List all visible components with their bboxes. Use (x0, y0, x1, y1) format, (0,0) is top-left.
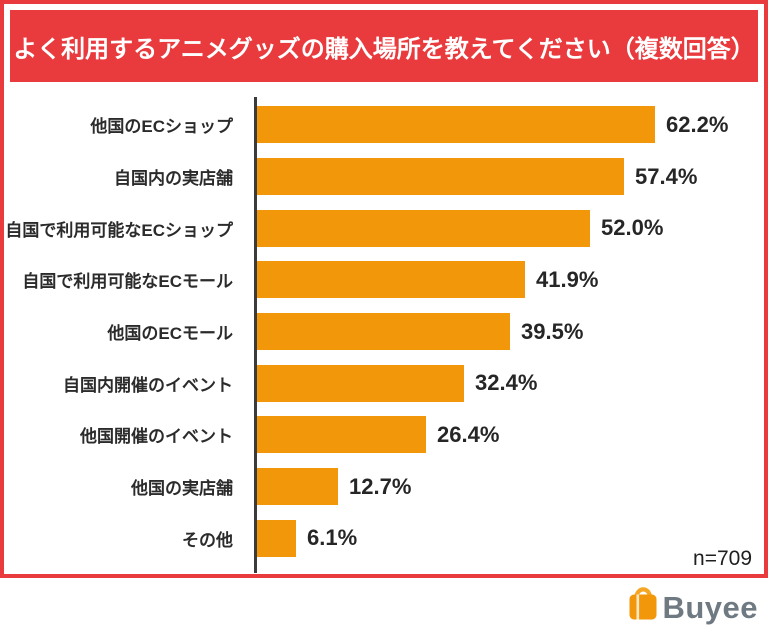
bar-row: その他 6.1% (4, 513, 764, 565)
category-label: 自国で利用可能なECショップ (5, 220, 233, 240)
category-label: 他国のECモール (107, 324, 233, 344)
buyee-logo: Buyee (627, 583, 758, 625)
category-label: 他国の実店舗 (131, 479, 233, 499)
bar-row: 他国の実店舗 12.7% (4, 461, 764, 513)
bar-row: 他国開催のイベント 26.4% (4, 409, 764, 461)
chart-title-banner: よく利用するアニメグッズの購入場所を教えてください（複数回答） (10, 10, 758, 82)
bar (257, 364, 464, 402)
value-label: 32.4% (475, 370, 538, 396)
bar (257, 313, 510, 351)
category-label: 自国で利用可能なECモール (22, 272, 233, 292)
category-label: 自国内開催のイベント (63, 375, 233, 395)
value-label: 26.4% (437, 421, 500, 447)
bar-track: 26.4% (245, 409, 499, 461)
category-label: 自国内の実店舗 (114, 169, 233, 189)
bar-row: 自国で利用可能なECショップ 52.0% (4, 202, 764, 254)
bar-track: 41.9% (245, 254, 598, 306)
value-label: 12.7% (349, 473, 412, 499)
category-label: その他 (182, 530, 233, 550)
bar-chart: 他国のECショップ 62.2% 自国内の実店舗 57.4% 自国で利用可能なECショップ… (4, 92, 764, 573)
bar-row: 自国内開催のイベント 32.4% (4, 357, 764, 409)
bar-track: 52.0% (245, 202, 663, 254)
value-label: 6.1% (307, 525, 358, 551)
bar (257, 468, 338, 506)
bar-row: 自国で利用可能なECモール 41.9% (4, 254, 764, 306)
bar (257, 158, 624, 196)
bar (257, 106, 655, 144)
bar-row: 他国のECモール 39.5% (4, 306, 764, 358)
bar-track: 6.1% (245, 513, 357, 565)
bar-track: 32.4% (245, 357, 537, 409)
bar-track: 62.2% (245, 99, 728, 151)
y-axis-line (254, 97, 257, 573)
bar-track: 12.7% (245, 461, 411, 513)
bar-track: 57.4% (245, 151, 697, 203)
chart-title: よく利用するアニメグッズの購入場所を教えてください（複数回答） (13, 35, 755, 63)
bar-track: 39.5% (245, 306, 583, 358)
value-label: 41.9% (536, 266, 599, 292)
bar (257, 261, 525, 299)
logo-text: Buyee (662, 590, 758, 625)
bar (257, 519, 296, 557)
category-label: 他国のECショップ (90, 117, 233, 137)
bar-row: 他国のECショップ 62.2% (4, 99, 764, 151)
gift-bag-icon (627, 583, 659, 625)
value-label: 62.2% (666, 111, 729, 137)
bar-rows: 他国のECショップ 62.2% 自国内の実店舗 57.4% 自国で利用可能なECショップ… (4, 99, 764, 564)
sample-size-label: n=709 (693, 547, 752, 570)
value-label: 57.4% (635, 163, 698, 189)
bar-row: 自国内の実店舗 57.4% (4, 151, 764, 203)
bar (257, 416, 426, 454)
value-label: 52.0% (601, 215, 664, 241)
category-label: 他国開催のイベント (80, 427, 233, 447)
value-label: 39.5% (521, 318, 584, 344)
chart-panel: よく利用するアニメグッズの購入場所を教えてください（複数回答） 他国のECショッ… (0, 0, 768, 578)
bar (257, 209, 590, 247)
